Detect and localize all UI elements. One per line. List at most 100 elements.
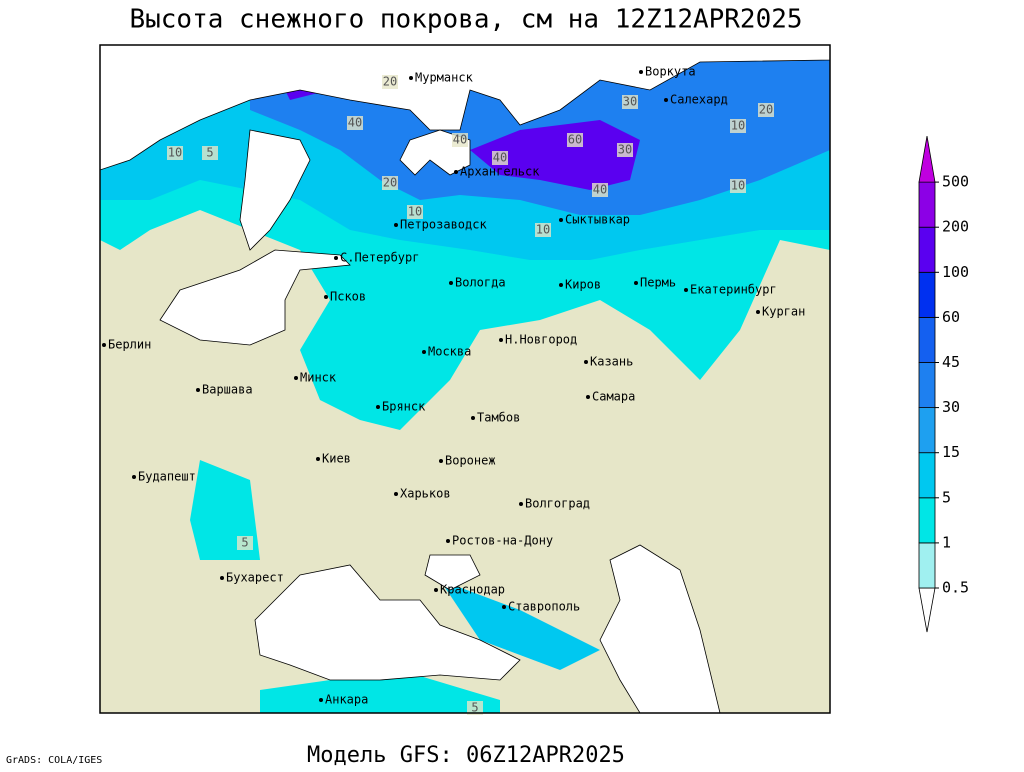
city-dot bbox=[684, 288, 688, 292]
contour-label: 10 bbox=[731, 119, 745, 133]
city-label: Тамбов bbox=[477, 411, 520, 425]
city-dot bbox=[586, 395, 590, 399]
colorbar-segment bbox=[918, 316, 936, 363]
colorbar-under bbox=[918, 587, 936, 633]
city-dot bbox=[584, 360, 588, 364]
city-dot bbox=[454, 170, 458, 174]
contour-label: 5 bbox=[241, 536, 248, 550]
colorbar-label: 60 bbox=[942, 308, 960, 326]
colorbar-label: 15 bbox=[942, 443, 960, 461]
contour-label-box bbox=[202, 146, 218, 160]
contour-label-box bbox=[758, 103, 774, 117]
city-label: С.Петербург bbox=[340, 251, 419, 265]
black-sea bbox=[254, 564, 521, 681]
city-dot bbox=[394, 223, 398, 227]
city-label: Харьков bbox=[400, 487, 451, 501]
city-dot bbox=[559, 283, 563, 287]
city-dot bbox=[434, 588, 438, 592]
city-label: Будапешт bbox=[138, 470, 196, 484]
city-dot bbox=[634, 281, 638, 285]
city-label: Киров bbox=[565, 278, 601, 292]
subtitle: Модель GFS: 06Z12APR2025 bbox=[307, 743, 625, 768]
city-dot bbox=[519, 502, 523, 506]
city-label: Бухарест bbox=[226, 571, 284, 585]
colorbar-label: 500 bbox=[942, 173, 969, 191]
city-label: Мурманск bbox=[415, 71, 474, 85]
contour-label-box bbox=[407, 205, 423, 219]
contour-label: 60 bbox=[568, 133, 582, 147]
city-label: Пермь bbox=[640, 276, 676, 290]
gulf-of-bothnia bbox=[239, 129, 311, 251]
contour-label-box bbox=[567, 133, 583, 147]
sea-of-azov bbox=[424, 554, 481, 591]
city-dot bbox=[220, 576, 224, 580]
contour-label: 10 bbox=[408, 205, 422, 219]
colorbar-label: 100 bbox=[942, 263, 969, 281]
city-label: Вологда bbox=[455, 276, 506, 290]
contour-label-box bbox=[382, 176, 398, 190]
city-label: Самара bbox=[592, 390, 635, 404]
contour-label-box bbox=[730, 179, 746, 193]
city-label: Петрозаводск bbox=[400, 218, 487, 232]
contour-label-box bbox=[492, 151, 508, 165]
city-label: Салехард bbox=[670, 93, 728, 107]
contour-label-box bbox=[382, 75, 398, 89]
city-dot bbox=[439, 459, 443, 463]
colorbar-segment bbox=[918, 542, 936, 589]
city-label: Сыктывкар bbox=[565, 213, 630, 227]
contour-label-box bbox=[592, 183, 608, 197]
colorbar-segment bbox=[918, 452, 936, 499]
city-label: Краснодар bbox=[440, 583, 505, 597]
city-label: Екатеринбург bbox=[690, 283, 777, 297]
city-label: Воркута bbox=[645, 65, 696, 79]
credit: GrADS: COLA/IGES bbox=[6, 755, 102, 766]
snow-carpathians bbox=[190, 460, 260, 560]
contour-label: 30 bbox=[618, 143, 632, 157]
city-dot bbox=[196, 388, 200, 392]
colorbar-label: 1 bbox=[942, 533, 951, 551]
contour-label: 40 bbox=[593, 183, 607, 197]
contour-label-box bbox=[452, 133, 468, 147]
city-label: Анкара bbox=[325, 693, 368, 707]
city-dot bbox=[394, 492, 398, 496]
seas bbox=[99, 44, 831, 714]
city-dot bbox=[319, 698, 323, 702]
colorbar-label: 200 bbox=[942, 218, 969, 236]
city-label: Псков bbox=[330, 290, 366, 304]
contour-label: 5 bbox=[471, 701, 478, 715]
city-label: Минск bbox=[300, 371, 337, 385]
city-label: Казань bbox=[590, 355, 633, 369]
contour-label: 10 bbox=[168, 146, 182, 160]
contour-label-box bbox=[237, 536, 253, 550]
city-dot bbox=[639, 70, 643, 74]
title: Высота снежного покрова, см на 12Z12APR2… bbox=[129, 5, 802, 35]
city-dot bbox=[324, 295, 328, 299]
city-dot bbox=[471, 416, 475, 420]
city-dot bbox=[756, 310, 760, 314]
city-label: Москва bbox=[428, 345, 471, 359]
contour-label: 40 bbox=[453, 133, 467, 147]
city-dot bbox=[664, 98, 668, 102]
city-dot bbox=[559, 218, 563, 222]
city-dot bbox=[132, 475, 136, 479]
contour-label-box bbox=[347, 116, 363, 130]
colorbar-segment bbox=[918, 271, 936, 318]
colorbar-label: 0.5 bbox=[942, 579, 969, 597]
colorbar-over bbox=[918, 136, 936, 183]
city-dot bbox=[376, 405, 380, 409]
city-label: Архангельск bbox=[460, 165, 540, 179]
snow-caucasus bbox=[440, 580, 600, 670]
city-dot bbox=[316, 457, 320, 461]
contour-label: 20 bbox=[383, 75, 397, 89]
city-label: Курган bbox=[762, 305, 805, 319]
contour-label-box bbox=[467, 701, 483, 715]
labels: Мурманск Воркута Салехард Архангельск Петроз… bbox=[102, 65, 805, 715]
contour-label-box bbox=[535, 223, 551, 237]
city-dot bbox=[422, 350, 426, 354]
contour-label: 30 bbox=[623, 95, 637, 109]
colorbar-label: 5 bbox=[942, 488, 951, 506]
city-dot bbox=[409, 76, 413, 80]
